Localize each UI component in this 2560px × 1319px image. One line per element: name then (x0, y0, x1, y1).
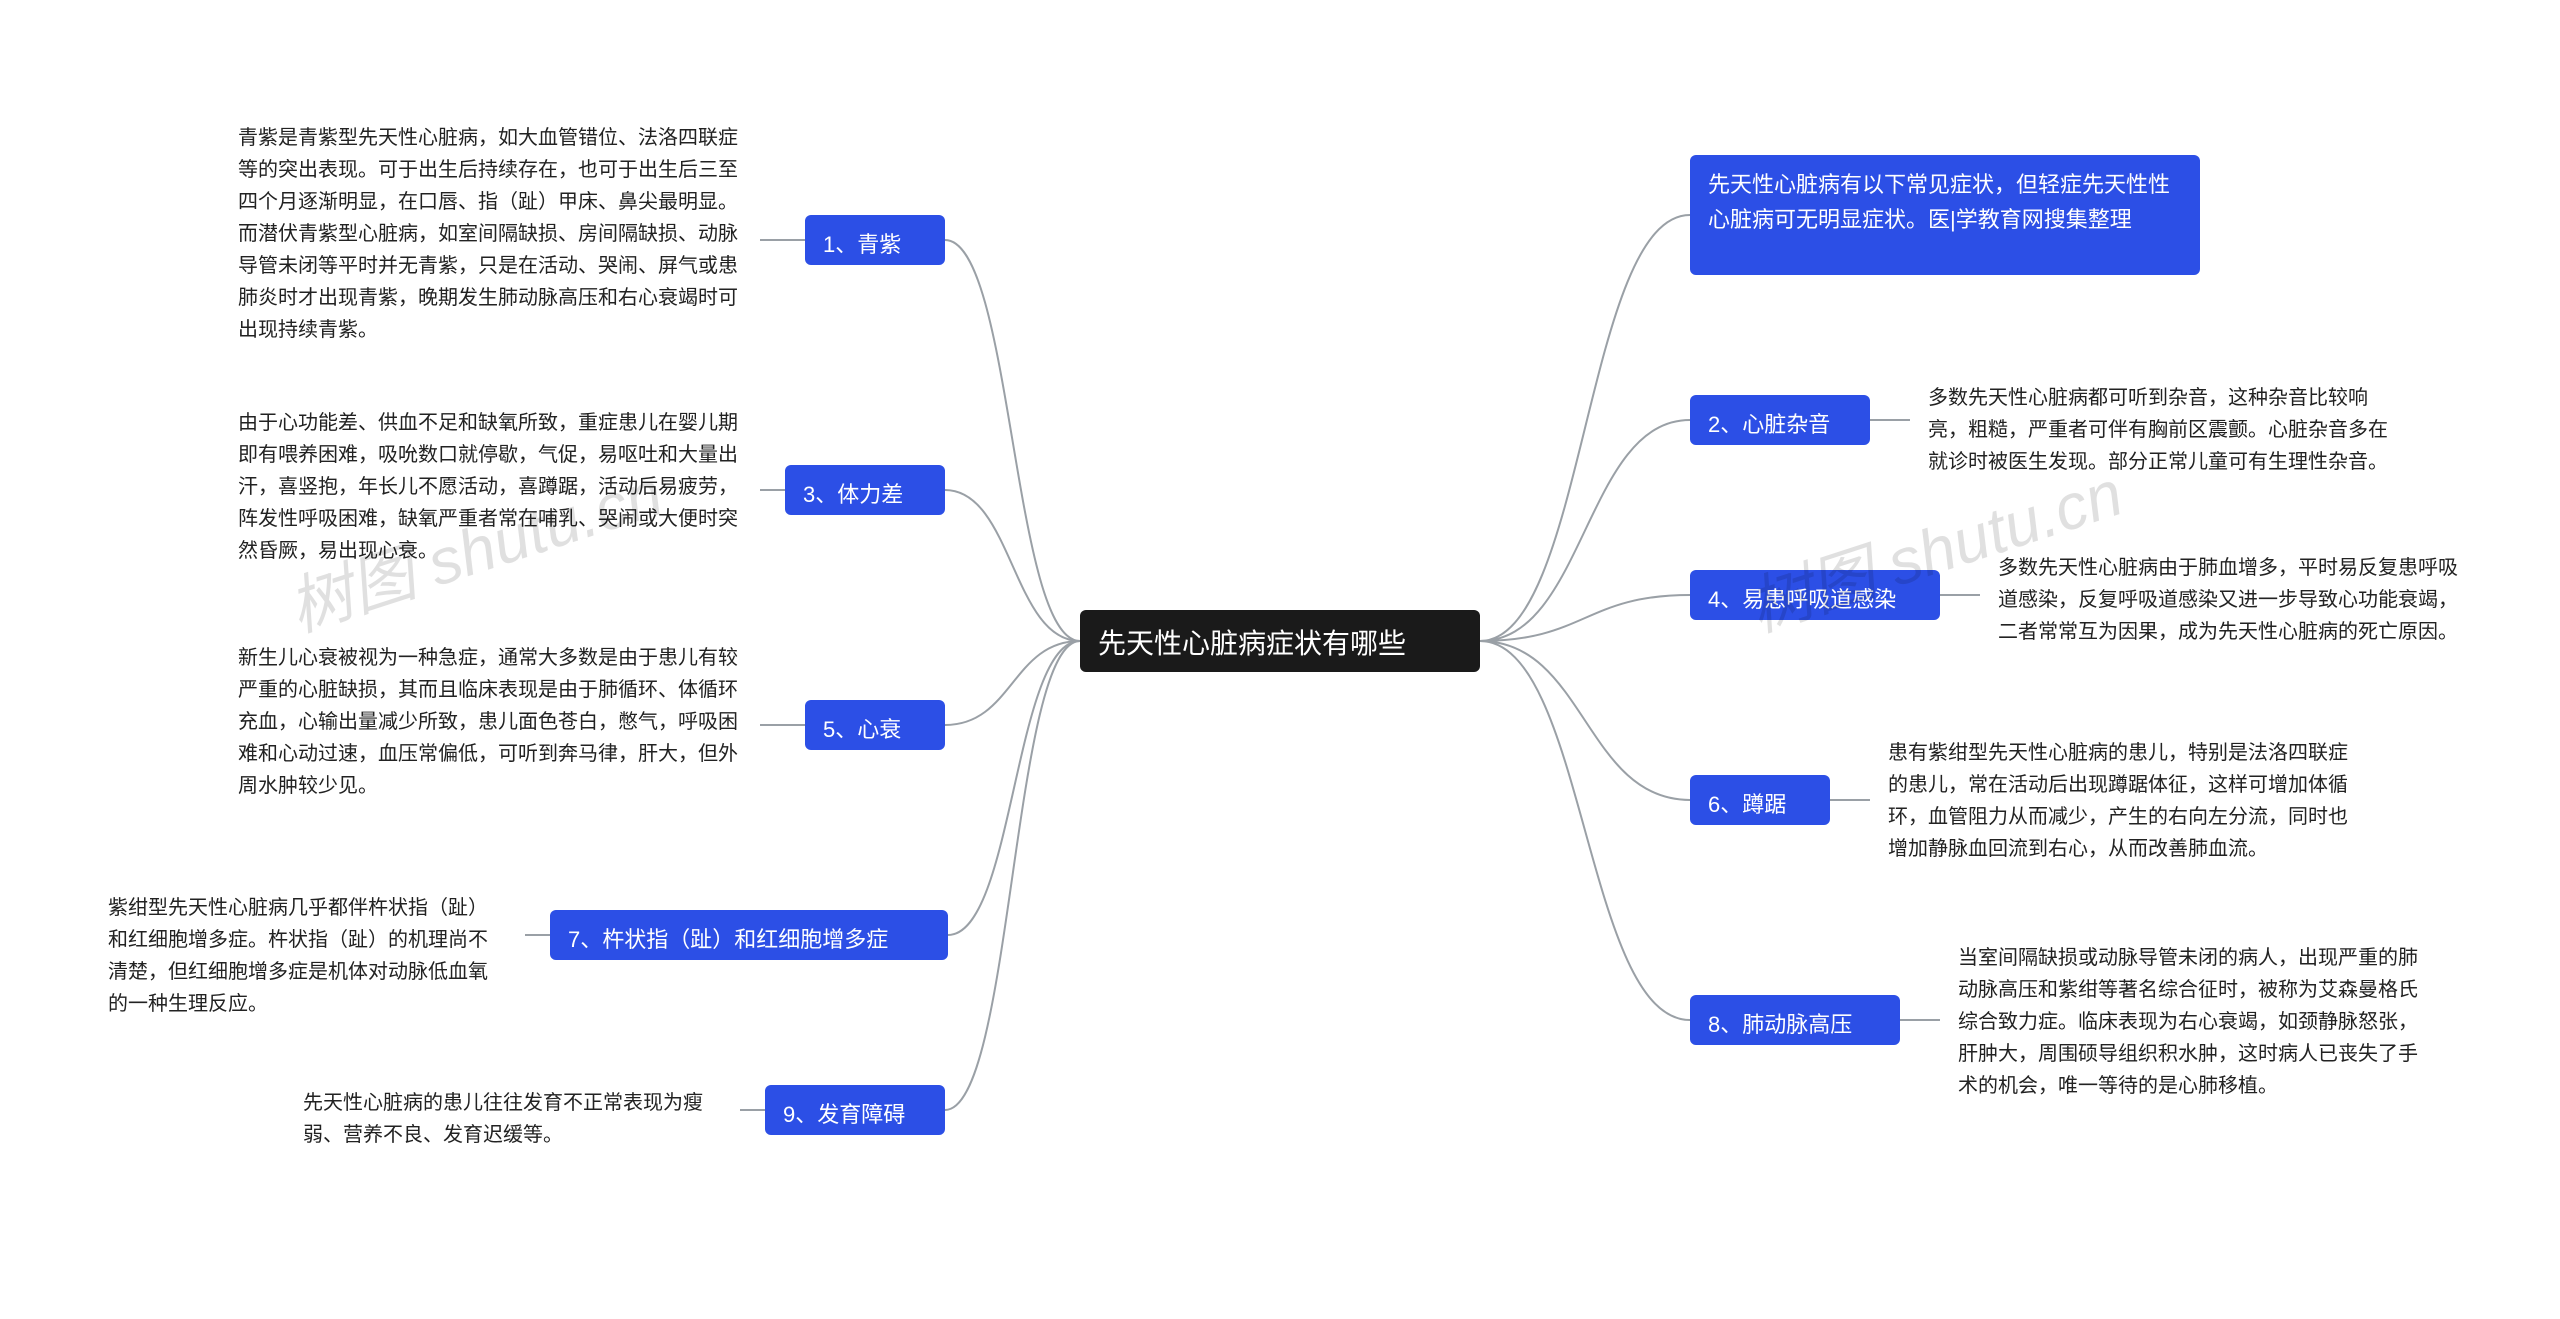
left-desc-1: 青紫是青紫型先天性心脏病，如大血管错位、法洛四联症等的突出表现。可于出生后持续存… (220, 110, 760, 358)
right-desc-8: 当室间隔缺损或动脉导管未闭的病人，出现严重的肺动脉高压和紫绀等著名综合征时，被称… (1940, 930, 2440, 1114)
left-desc-3: 由于心功能差、供血不足和缺氧所致，重症患儿在婴儿期即有喂养困难，吸吮数口就停歇，… (220, 395, 760, 579)
connector (945, 240, 1080, 641)
connector (945, 490, 1080, 641)
left-branch-9: 9、发育障碍 (765, 1085, 945, 1135)
left-desc-9: 先天性心脏病的患儿往往发育不正常表现为瘦弱、营养不良、发育迟缓等。 (285, 1075, 740, 1163)
left-desc-5: 新生儿心衰被视为一种急症，通常大多数是由于患儿有较严重的心脏缺损，其而且临床表现… (220, 630, 760, 814)
right-branch-2: 2、心脏杂音 (1690, 395, 1870, 445)
right-desc-4: 多数先天性心脏病由于肺血增多，平时易反复患呼吸道感染，反复呼吸道感染又进一步导致… (1980, 540, 2480, 660)
right-branch-6: 6、蹲踞 (1690, 775, 1830, 825)
right-desc-6: 患有紫绀型先天性心脏病的患儿，特别是法洛四联症的患儿，常在活动后出现蹲踞体征，这… (1870, 725, 2370, 877)
intro-node: 先天性心脏病有以下常见症状，但轻症先天性性心脏病可无明显症状。医|学教育网搜集整… (1690, 155, 2200, 275)
left-branch-5: 5、心衰 (805, 700, 945, 750)
right-branch-4: 4、易患呼吸道感染 (1690, 570, 1940, 620)
connector (1480, 215, 1690, 641)
left-desc-7: 紫绀型先天性心脏病几乎都伴杵状指（趾）和红细胞增多症。杵状指（趾）的机理尚不清楚… (90, 880, 525, 1032)
right-desc-2: 多数先天性心脏病都可听到杂音，这种杂音比较响亮，粗糙，严重者可伴有胸前区震颤。心… (1910, 370, 2410, 490)
connector (945, 641, 1080, 1110)
connector (948, 641, 1080, 935)
root-node: 先天性心脏病症状有哪些 (1080, 610, 1480, 672)
connector (1480, 641, 1690, 1020)
left-branch-7: 7、杵状指（趾）和红细胞增多症 (550, 910, 948, 960)
connector (945, 641, 1080, 725)
connector (1480, 420, 1690, 641)
left-branch-1: 1、青紫 (805, 215, 945, 265)
connector (1480, 595, 1690, 641)
right-branch-8: 8、肺动脉高压 (1690, 995, 1900, 1045)
connector (1480, 641, 1690, 800)
left-branch-3: 3、体力差 (785, 465, 945, 515)
